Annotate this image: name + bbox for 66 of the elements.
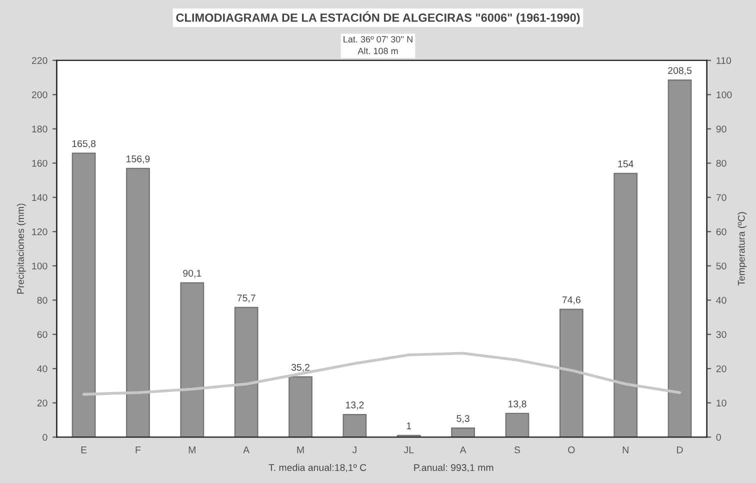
y2-tick-label: 90	[716, 126, 726, 132]
x-tick-label: M	[297, 446, 304, 454]
data-label: 165,8	[72, 140, 96, 148]
y-tick-label: 80	[37, 296, 48, 304]
data-label: 74,6	[562, 296, 580, 304]
y-tick-label: 60	[37, 331, 48, 338]
y-tick-label: 0	[42, 434, 48, 441]
y-tick-label: 200	[32, 91, 48, 98]
text: P.anual: 993,1 mm	[414, 464, 494, 472]
data-label: 208,5	[668, 67, 692, 76]
bar	[234, 306, 258, 438]
y2-tick-label: 70	[716, 194, 726, 201]
y2-axis-title: Temperatura (ºC)	[738, 212, 747, 286]
y-axis-title: Precipitaciones (mm)	[16, 204, 26, 294]
bar	[342, 414, 367, 438]
y2-tick-label: 20	[716, 365, 726, 372]
y2-tick-label: 30	[716, 331, 726, 338]
y2-tick-label: 50	[716, 262, 726, 270]
y-tick-label: 160	[32, 160, 48, 167]
y2-tick-label: 110	[716, 57, 732, 64]
x-tick-label: M	[188, 446, 196, 454]
x-tick-label: O	[568, 446, 575, 454]
y-tick-label: 40	[37, 365, 48, 372]
x-tick-label: A	[243, 446, 250, 454]
x-tick-label: A	[460, 446, 466, 454]
data-label: 154	[618, 160, 634, 168]
x-tick-label: N	[622, 446, 628, 454]
y-tick-label: 220	[32, 57, 48, 64]
data-label: 5,3	[456, 415, 470, 424]
bar	[559, 308, 584, 438]
chart-subtitle: Lat. 36º 07' 30'' N Alt. 108 m	[344, 36, 412, 54]
data-label: 35,2	[291, 364, 310, 372]
y-tick-label: 120	[32, 228, 48, 236]
x-tick-label: J	[352, 446, 356, 454]
bar	[451, 427, 475, 438]
y2-tick-label: 0	[716, 434, 721, 441]
y-tick-label: 20	[37, 400, 48, 406]
bar	[505, 412, 530, 438]
y2-tick-label: 40	[716, 296, 726, 304]
chart-title: CLIMODIAGRAMA DE LA ESTACIÓN DE ALGECIRAS "6006" (1961-1990)	[176, 11, 580, 24]
data-label: 75,7	[237, 294, 256, 303]
x-tick-label: F	[136, 446, 141, 454]
y2-tick-label: 80	[716, 160, 726, 167]
text: T. media anual:18,1º C	[268, 464, 366, 472]
bar	[668, 80, 692, 438]
line-series	[82, 352, 682, 396]
data-label: 1	[406, 422, 412, 430]
bar	[72, 152, 96, 438]
data-label: 13,8	[508, 400, 526, 409]
x-tick-label: JL	[404, 446, 414, 454]
bar	[288, 376, 312, 438]
x-tick-label: S	[514, 446, 520, 454]
y-tick-label: 180	[32, 126, 48, 132]
y-tick-label: 100	[32, 262, 48, 270]
bar	[126, 168, 150, 438]
y2-tick-label: 60	[716, 228, 726, 236]
data-label: 13,2	[346, 402, 364, 410]
bar	[180, 282, 204, 438]
data-label: 156,9	[126, 155, 150, 164]
x-tick-label: D	[677, 446, 683, 454]
x-tick-label: E	[81, 446, 87, 454]
data-label: 90,1	[183, 270, 202, 278]
y2-tick-label: 10	[716, 400, 726, 406]
bar	[614, 172, 638, 438]
y-tick-label: 140	[32, 194, 48, 201]
y2-tick-label: 100	[716, 91, 732, 98]
